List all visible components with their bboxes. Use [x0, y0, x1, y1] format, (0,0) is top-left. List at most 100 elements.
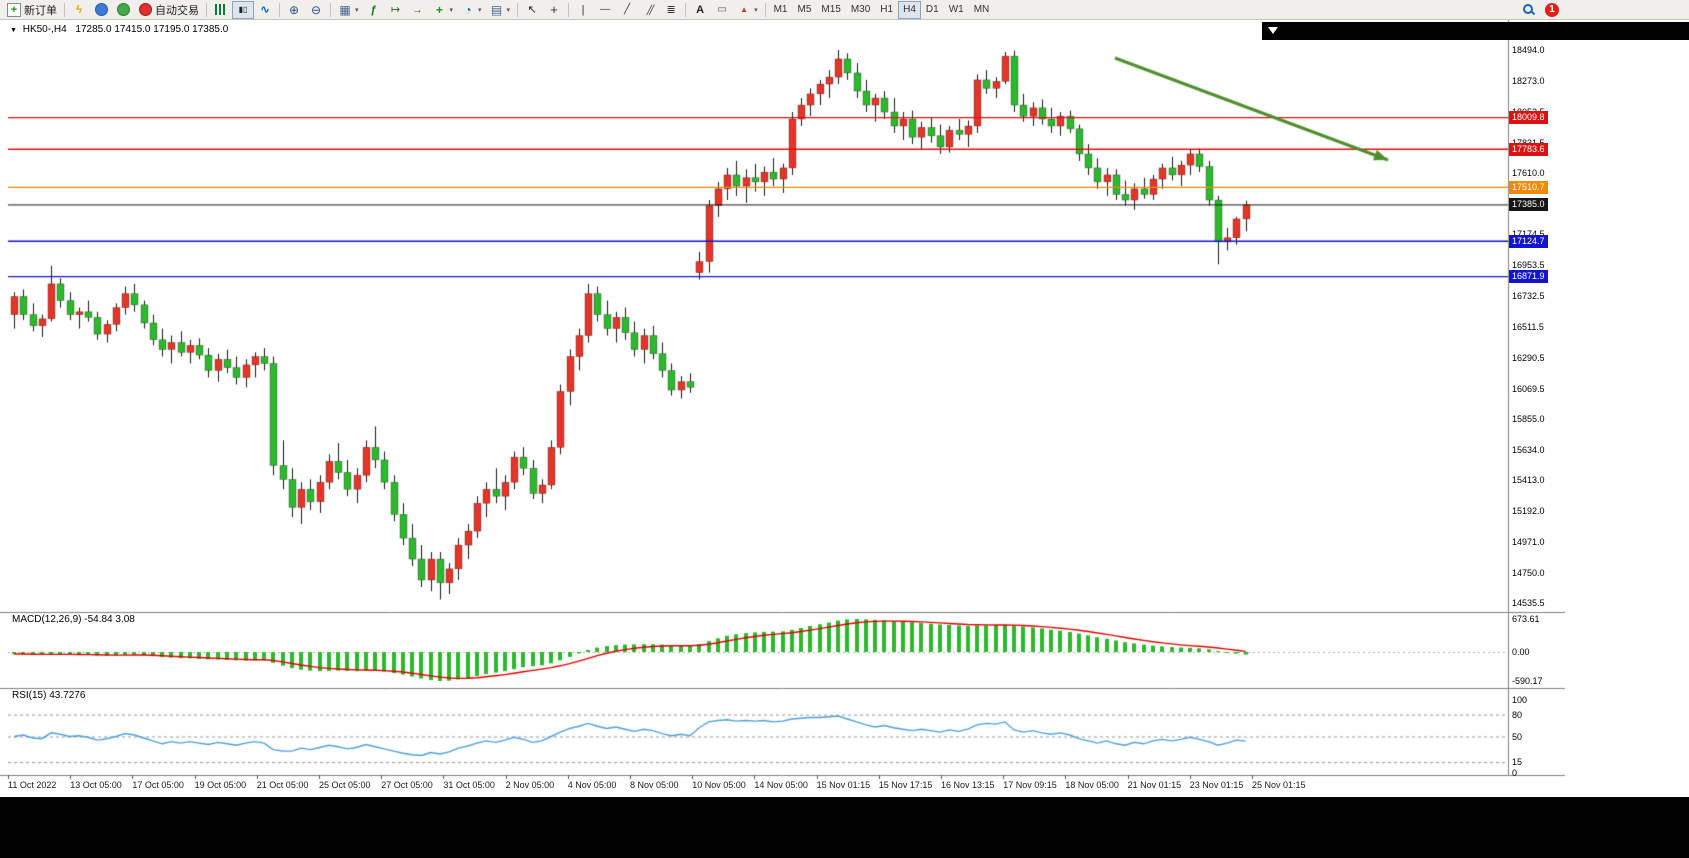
chart-shift-icon [411, 3, 425, 17]
metaeditor-button[interactable] [68, 1, 90, 19]
vertical-line-button[interactable] [572, 1, 594, 19]
price-axis-label: 17831.5 [1512, 138, 1545, 148]
timeframe-button-m15[interactable]: M15 [816, 1, 845, 19]
notification-badge[interactable]: 1 [1545, 2, 1559, 17]
price-axis-label: 15413.0 [1512, 475, 1545, 486]
cursor-button[interactable] [521, 1, 543, 19]
add-indicator-icon [433, 3, 447, 17]
date-axis-label: 10 Nov 05:00 [692, 780, 746, 790]
price-axis-label: 16069.5 [1512, 383, 1545, 394]
date-axis-label: 2 Nov 05:00 [505, 780, 555, 790]
zoom-in-button[interactable] [283, 1, 305, 19]
bar-chart-button[interactable] [210, 1, 232, 19]
zoom-out-icon [309, 3, 323, 17]
speaker-icon [116, 3, 130, 16]
date-axis-label: 13 Oct 05:00 [70, 780, 122, 790]
auto-trading-button[interactable]: 自动交易 [134, 1, 203, 19]
timeframe-button-d1[interactable]: D1 [921, 1, 944, 19]
timeframe-button-h1[interactable]: H1 [875, 1, 898, 19]
channel-button[interactable] [638, 1, 660, 19]
fibonacci-button[interactable] [660, 1, 682, 19]
news-button[interactable] [112, 1, 134, 19]
period-button[interactable]: ▾ [457, 1, 486, 19]
date-axis-label: 21 Nov 01:15 [1127, 780, 1182, 790]
candlestick-button[interactable] [232, 0, 254, 19]
price-tag: 17124.7 [1509, 234, 1548, 248]
rsi-scale-label: 100 [1512, 695, 1528, 705]
crosshair-button[interactable] [543, 1, 565, 19]
fibonacci-icon [664, 3, 678, 17]
macd-indicator-label: MACD(12,26,9) -54.84 3.08 [12, 614, 135, 625]
tile-windows-button[interactable]: ▾ [334, 1, 363, 19]
date-axis-label: 11 Oct 2022 [8, 780, 57, 790]
search-icon [1522, 3, 1535, 16]
timeframe-button-m5[interactable]: M5 [792, 1, 816, 19]
price-axis-label: 17610.0 [1512, 168, 1545, 179]
vertical-line-icon [576, 3, 590, 17]
price-axis-label: 15634.0 [1512, 444, 1545, 455]
price-axis-label: 14535.5 [1512, 598, 1545, 608]
date-axis-label: 17 Nov 09:15 [1003, 780, 1057, 790]
add-indicator-button[interactable]: ▾ [429, 1, 458, 19]
docked-panel [1262, 22, 1689, 40]
date-axis-label: 25 Oct 05:00 [319, 780, 371, 790]
template-button[interactable]: ▾ [486, 1, 515, 19]
timeframe-group: M1 M5 M15 M30 H1 H4 D1 W1 MN [769, 0, 995, 19]
toolbar-separator [206, 2, 207, 17]
auto-scroll-button[interactable] [385, 1, 407, 19]
support-button[interactable] [90, 1, 112, 19]
date-axis-label: 25 Nov 01:15 [1252, 780, 1306, 790]
date-axis-label: 27 Oct 05:00 [381, 780, 433, 790]
date-axis-label: 8 Nov 05:00 [630, 780, 679, 790]
price-tag: 17385.0 [1509, 198, 1548, 212]
auto-scroll-icon [389, 3, 403, 17]
price-tag: 17783.6 [1509, 142, 1548, 156]
price-axis-label: 16290.5 [1512, 352, 1545, 363]
date-axis-label: 17 Oct 05:00 [132, 780, 184, 790]
line-chart-button[interactable] [254, 1, 276, 19]
text-button[interactable] [689, 1, 711, 19]
shapes-button[interactable]: ▾ [733, 1, 762, 19]
timeframe-button-m1[interactable]: M1 [769, 1, 793, 19]
timeframe-button-h4[interactable]: H4 [898, 0, 921, 19]
chart-shift-button[interactable] [407, 1, 429, 19]
horizontal-line-icon [598, 3, 612, 17]
price-axis-label: 16953.5 [1512, 260, 1545, 271]
macd-scale-label: 0.00 [1512, 647, 1530, 657]
date-axis-label: 23 Nov 01:15 [1189, 780, 1244, 790]
timeframe-button-w1[interactable]: W1 [944, 1, 969, 19]
price-axis-label: 17174.5 [1512, 229, 1545, 239]
rsi-indicator-label: RSI(15) 43.7276 [12, 690, 86, 701]
indicators-button[interactable] [363, 1, 385, 19]
price-axis-label: 18273.0 [1512, 75, 1545, 86]
date-axis-label: 18 Nov 05:00 [1065, 780, 1119, 790]
horizontal-line-button[interactable] [594, 1, 616, 19]
rsi-scale-label: 80 [1512, 709, 1523, 720]
headset-icon [94, 3, 108, 16]
chart-symbol-period: HK50-,H4 [22, 24, 67, 35]
symbol-dropdown-icon[interactable] [10, 24, 20, 35]
trendline-button[interactable] [616, 1, 638, 19]
price-axis-label: 15855.0 [1512, 413, 1545, 424]
zoom-out-button[interactable] [305, 1, 327, 19]
date-axis-label: 21 Oct 05:00 [256, 780, 309, 790]
search-button[interactable] [1518, 1, 1539, 19]
shapes-icon [737, 3, 751, 17]
date-axis-label: 15 Nov 01:15 [816, 780, 871, 790]
timeframe-button-m30[interactable]: M30 [846, 1, 875, 19]
cursor-icon [525, 3, 539, 17]
price-axis-label: 14971.0 [1512, 537, 1545, 548]
macd-scale-label: 673.61 [1512, 613, 1540, 624]
chart-header: HK50-,H4 17285.0 17415.0 17195.0 17385.0 [10, 24, 228, 35]
date-axis-label: 16 Nov 13:15 [941, 780, 995, 790]
trendline-icon [620, 3, 634, 17]
toolbar-separator [64, 2, 65, 17]
timeframe-button-mn[interactable]: MN [969, 1, 995, 19]
panel-collapse-icon[interactable] [1268, 27, 1278, 34]
toolbar-separator [764, 2, 766, 17]
template-icon [490, 3, 504, 17]
new-order-button[interactable]: 新订单 [3, 1, 61, 19]
date-axis-label: 31 Oct 05:00 [443, 780, 495, 790]
text-label-button[interactable] [711, 1, 733, 19]
